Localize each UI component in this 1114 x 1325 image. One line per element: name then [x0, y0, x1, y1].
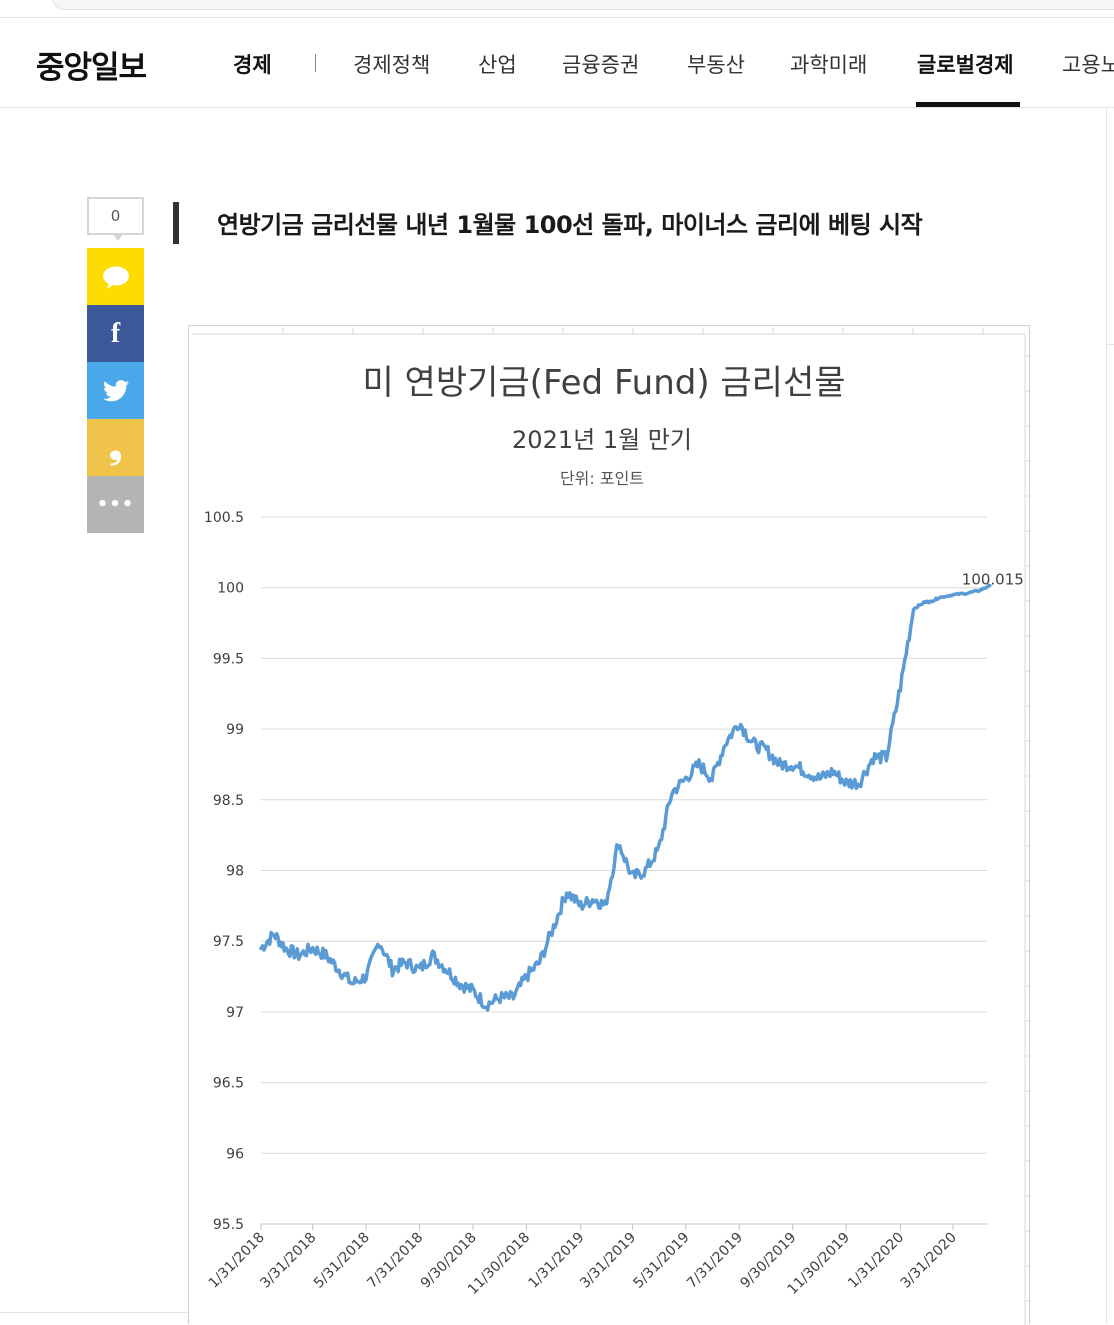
y-tick-label: 99.5	[213, 651, 244, 667]
nav-item-economic-policy[interactable]: 경제정책	[353, 53, 431, 77]
x-tick-label: 5/31/2019	[631, 1230, 693, 1292]
nav-separator	[315, 54, 316, 72]
site-logo[interactable]: 중앙일보	[36, 50, 147, 86]
y-tick-label: 95.5	[213, 1217, 244, 1233]
x-tick-label: 7/31/2019	[684, 1230, 746, 1292]
chart-title: 미 연방기금(Fed Fund) 금리선물	[362, 363, 845, 403]
nav-item-finance[interactable]: 금융증권	[562, 53, 640, 77]
more-icon: •••	[96, 494, 135, 515]
y-tick-label: 100.5	[204, 510, 244, 526]
address-bar-fragment	[52, 0, 1114, 10]
right-border-notch	[1106, 344, 1114, 345]
bottom-border	[0, 1312, 188, 1313]
nav-item-global-economy[interactable]: 글로벌경제	[917, 53, 1014, 77]
y-tick-label: 97.5	[213, 934, 244, 950]
y-tick-label: 96.5	[213, 1076, 244, 1092]
share-count: 0	[87, 197, 144, 241]
chart-subtitle: 2021년 1월 만기	[512, 426, 692, 454]
twitter-icon	[102, 379, 129, 401]
fed-funds-futures-chart: 미 연방기금(Fed Fund) 금리선물 2021년 1월 만기 단위: 포인…	[192, 328, 1031, 1325]
chart-figure: 미 연방기금(Fed Fund) 금리선물 2021년 1월 만기 단위: 포인…	[188, 325, 1031, 1325]
kakaotalk-icon	[102, 266, 129, 289]
nav-item-real-estate[interactable]: 부동산	[687, 53, 745, 77]
share-bar: 0 f ❟ •••	[87, 197, 144, 533]
x-tick-label: 3/31/2018	[257, 1230, 319, 1292]
x-tick-label: 5/31/2018	[311, 1230, 373, 1292]
right-border	[1106, 108, 1107, 1324]
twitter-share-button[interactable]	[87, 362, 144, 419]
x-tick-label: 7/31/2018	[364, 1230, 426, 1292]
x-tick-label: 3/31/2020	[898, 1230, 960, 1292]
chart-unit: 단위: 포인트	[560, 469, 644, 488]
kakaotalk-share-button[interactable]	[87, 248, 144, 305]
y-tick-label: 100	[217, 581, 244, 597]
quote-share-button[interactable]: ❟	[87, 419, 144, 476]
nav-item-economy[interactable]: 경제	[233, 53, 272, 77]
y-tick-label: 99	[226, 722, 244, 738]
site-header: 중앙일보 경제 경제정책 산업 금융증권 부동산 과학미래 글로벌경제 고용노	[0, 17, 1114, 108]
series-line	[259, 583, 992, 1012]
nav-item-employment[interactable]: 고용노	[1062, 53, 1114, 77]
more-share-button[interactable]: •••	[87, 476, 144, 533]
x-tick-label: 3/31/2019	[577, 1230, 639, 1292]
active-tab-indicator	[916, 102, 1020, 107]
quote-icon: ❟	[108, 428, 123, 466]
headline-accent-bar	[173, 202, 179, 244]
y-tick-label: 98	[226, 864, 244, 880]
y-tick-label: 98.5	[213, 793, 244, 809]
end-value-label: 100.015	[962, 571, 1024, 589]
y-tick-label: 96	[226, 1146, 244, 1162]
nav-item-science[interactable]: 과학미래	[790, 53, 868, 77]
x-tick-label: 1/31/2020	[845, 1230, 907, 1292]
y-tick-label: 97	[226, 1005, 244, 1021]
facebook-share-button[interactable]: f	[87, 305, 144, 362]
nav-item-industry[interactable]: 산업	[478, 53, 517, 77]
facebook-icon: f	[110, 317, 121, 349]
browser-top-strip	[0, 0, 1114, 17]
article-headline: 연방기금 금리선물 내년 1월물 100선 돌파, 마이너스 금리에 베팅 시작	[217, 211, 923, 239]
